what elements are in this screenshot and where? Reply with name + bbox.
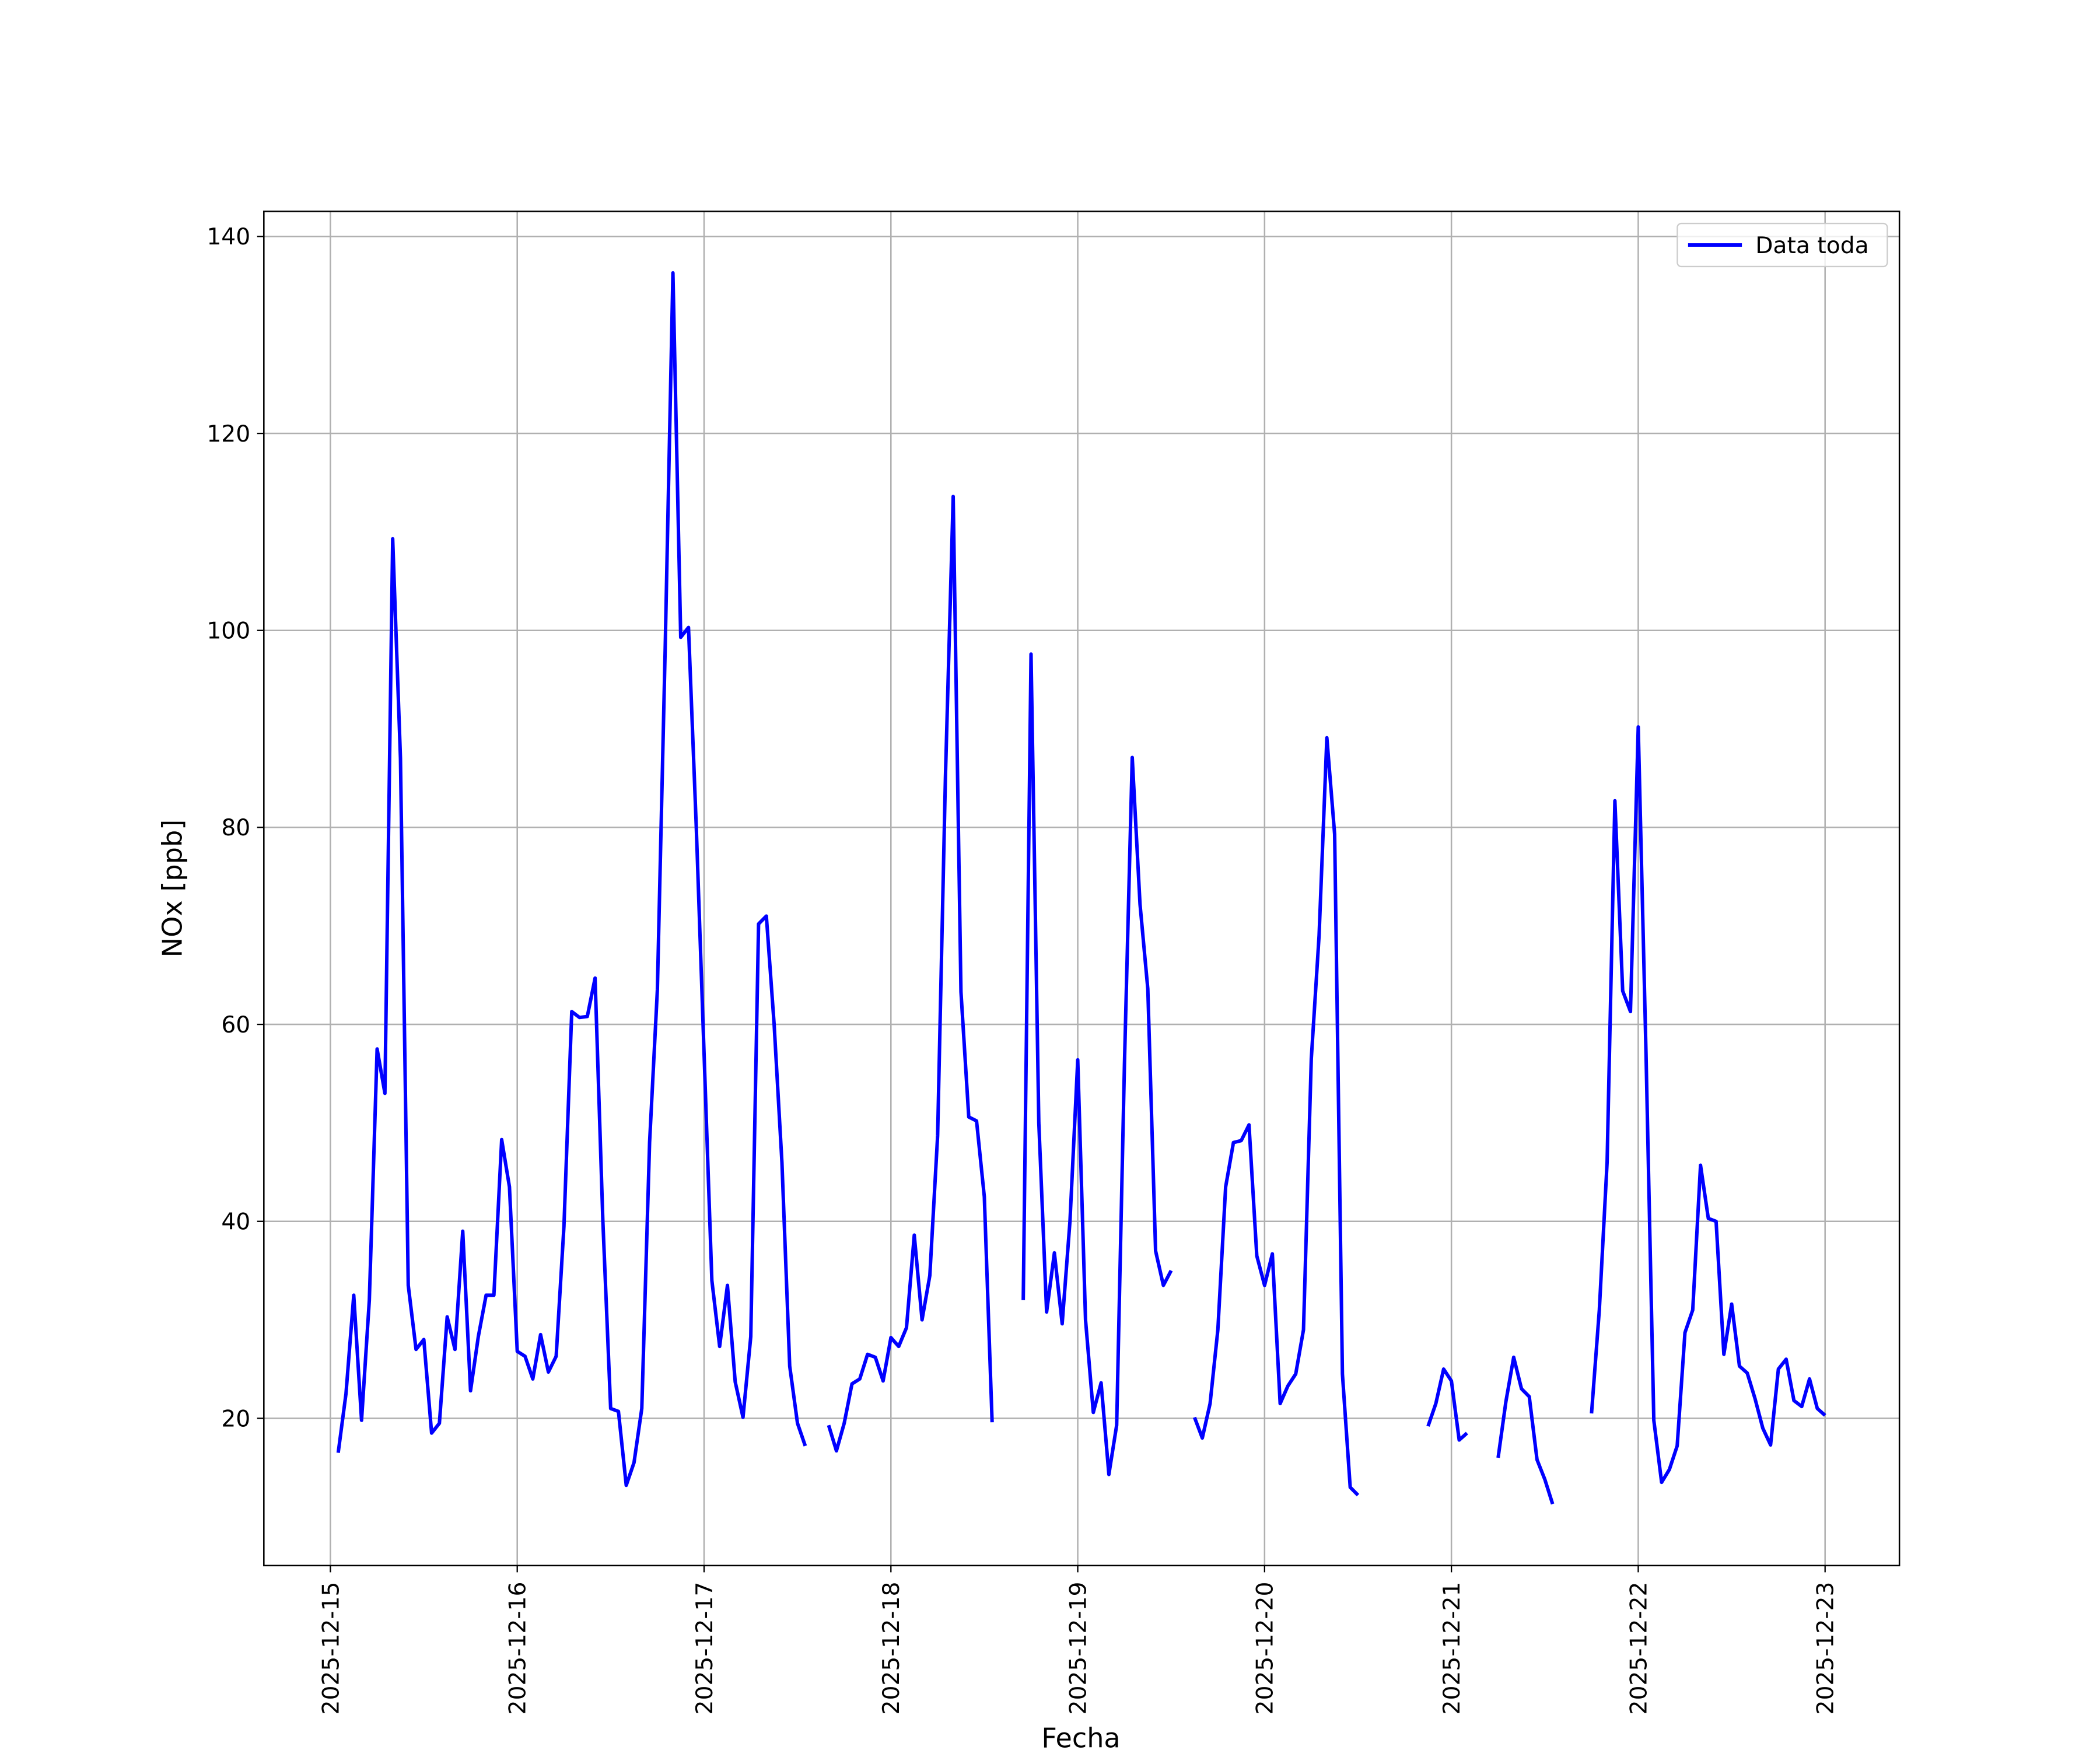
x-axis-label: Fecha xyxy=(1041,1722,1120,1750)
plot-frame xyxy=(263,211,1901,1567)
x-tick-label: 2025-12-16 xyxy=(505,1582,531,1715)
x-tick-label: 2025-12-21 xyxy=(1439,1582,1465,1715)
legend-box xyxy=(1676,222,1888,268)
x-tick-label: 2025-12-22 xyxy=(1626,1582,1652,1715)
data-line xyxy=(336,271,1826,1505)
y-tick-label: 140 xyxy=(206,224,250,250)
legend-label: Data toda xyxy=(1755,233,1868,259)
legend: Data toda xyxy=(1676,222,1888,268)
y-tick-label: 120 xyxy=(206,421,250,447)
y-tick-label: 60 xyxy=(221,1012,250,1038)
x-tick-label: 2025-12-23 xyxy=(1813,1582,1839,1715)
x-tick-label: 2025-12-17 xyxy=(692,1582,718,1715)
y-tick-label: 100 xyxy=(206,618,250,645)
x-tick-label: 2025-12-20 xyxy=(1252,1582,1279,1715)
x-tick-label: 2025-12-19 xyxy=(1065,1582,1091,1715)
y-axis-label: NOx [ppb] xyxy=(157,820,188,958)
x-tick-label: 2025-12-15 xyxy=(318,1582,344,1715)
y-tick-label: 20 xyxy=(221,1406,250,1432)
x-tick-label: 2025-12-18 xyxy=(878,1582,905,1715)
y-tick-label: 40 xyxy=(221,1209,250,1236)
y-tick-label: 80 xyxy=(221,815,250,841)
